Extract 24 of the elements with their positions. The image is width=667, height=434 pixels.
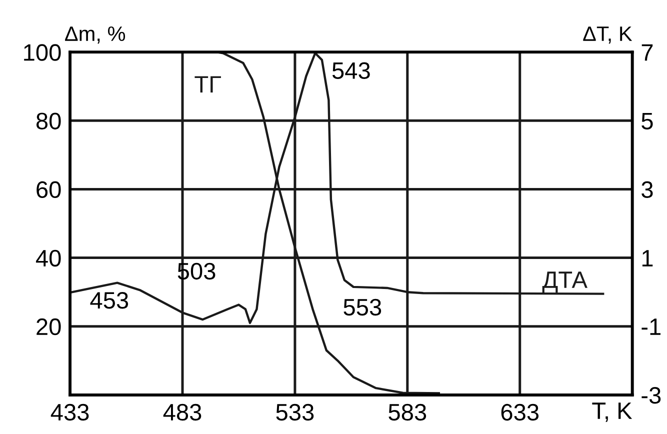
annotation: 453 bbox=[90, 292, 128, 309]
y2-tick-label: 5 bbox=[642, 112, 653, 130]
x-axis-title: T, K bbox=[592, 402, 632, 422]
x-tick-label: 633 bbox=[501, 404, 539, 421]
y2-tick-label: 3 bbox=[642, 181, 653, 198]
y-axis-title: Δm, % bbox=[65, 26, 126, 44]
annotation: 543 bbox=[332, 62, 370, 79]
y2-axis-title: ΔT, K bbox=[583, 26, 632, 44]
series-label: ДТА bbox=[542, 272, 588, 293]
y-tick-label: 60 bbox=[36, 181, 61, 198]
series-label: ТГ bbox=[194, 76, 221, 92]
x-tick-label: 483 bbox=[163, 404, 202, 421]
y-tick-label: 20 bbox=[36, 318, 61, 336]
y2-tick-label: -1 bbox=[642, 318, 660, 335]
y-tick-label: 100 bbox=[24, 44, 61, 61]
y2-tick-label: 1 bbox=[642, 250, 653, 266]
y-tick-label: 40 bbox=[36, 250, 61, 267]
x-tick-label: 433 bbox=[50, 404, 89, 421]
annotation: 553 bbox=[344, 298, 382, 316]
y-tick-label: 80 bbox=[36, 112, 61, 130]
x-tick-label: 533 bbox=[276, 404, 314, 421]
y2-tick-label: -3 bbox=[642, 387, 661, 404]
x-tick-label: 583 bbox=[388, 404, 426, 421]
y2-tick-label: 7 bbox=[642, 44, 653, 61]
